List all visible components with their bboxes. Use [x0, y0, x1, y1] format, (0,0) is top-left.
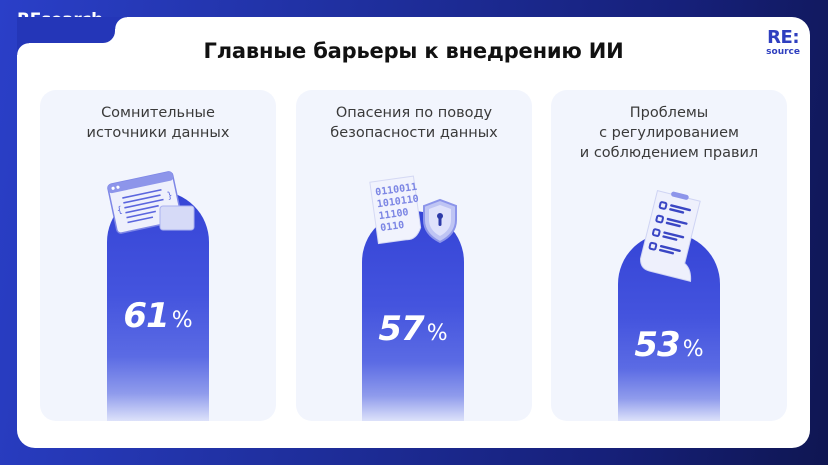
panel-title-line: источники данных: [86, 125, 230, 141]
percent-value: 57%: [362, 309, 464, 349]
page-title: Главные барьеры к внедрению ИИ: [203, 39, 624, 63]
browser-window-icon: { }: [107, 171, 195, 234]
barrier-panel-data-sources: Сомнительные источники данных 61% { }: [40, 90, 276, 421]
svg-text:11100: 11100: [378, 207, 409, 222]
panel-title-line: Сомнительные: [101, 105, 215, 121]
percent-number: 61: [123, 296, 169, 336]
brand-logo-sub: source: [766, 47, 800, 57]
percent-sign: %: [171, 308, 193, 333]
brand-logo-main: RE:: [767, 27, 800, 48]
percent-number: 53: [634, 325, 680, 365]
panel-title: Опасения по поводу безопасности данных: [296, 103, 532, 143]
panel-title-line: Проблемы: [629, 105, 709, 121]
panel-title: Проблемы с регулированием и соблюдением …: [551, 103, 787, 163]
bar: 57%: [362, 211, 464, 421]
svg-text:}: }: [166, 191, 174, 202]
panel-title-line: Опасения по поводу: [335, 105, 493, 121]
panel-title-line: и соблюдением правил: [579, 145, 759, 161]
checklist-icon: [640, 190, 701, 282]
svg-text:{: {: [116, 205, 124, 216]
barrier-panel-regulation: Проблемы с регулированием и соблюдением …: [551, 90, 787, 421]
binary-shield-icon: 0110011 1010110 11100 0110: [369, 175, 457, 245]
brand-logo: RE: source: [766, 27, 800, 58]
panel-title-line: безопасности данных: [330, 125, 498, 141]
svg-text:0110: 0110: [380, 220, 405, 234]
panel-title-line: с регулированием: [599, 125, 739, 141]
percent-number: 57: [378, 309, 424, 349]
percent-value: 53%: [618, 325, 720, 365]
percent-sign: %: [682, 337, 704, 362]
percent-value: 61%: [107, 296, 209, 336]
card-notch: [17, 17, 127, 43]
percent-sign: %: [426, 321, 448, 346]
panel-title: Сомнительные источники данных: [40, 103, 276, 143]
card-notch-corner: [17, 43, 29, 55]
barrier-panel-data-security: Опасения по поводу безопасности данных 5…: [296, 90, 532, 421]
infographic-card: Главные барьеры к внедрению ИИ RE: sourc…: [17, 17, 810, 448]
